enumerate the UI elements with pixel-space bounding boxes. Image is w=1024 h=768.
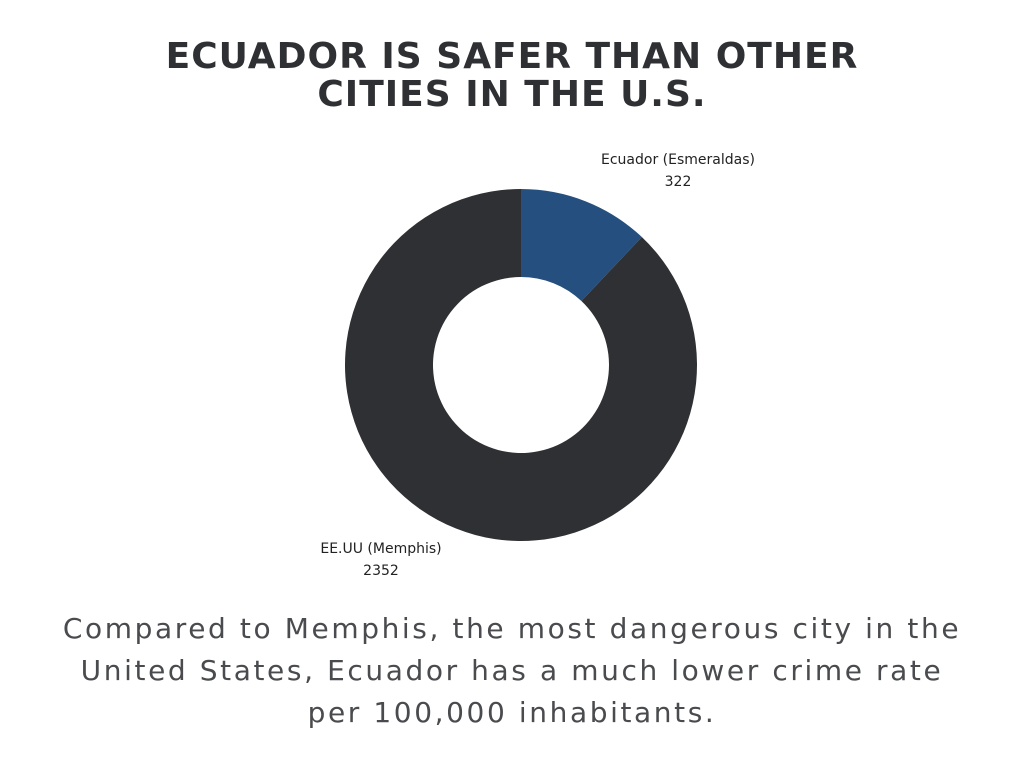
slice-value-ecuador-esmeraldas: 322 (665, 174, 692, 190)
slice-label-ecuador-esmeraldas: Ecuador (Esmeraldas) (601, 152, 755, 168)
chart-title-line-1: ECUADOR IS SAFER THAN OTHER (165, 36, 859, 77)
slice-label-ee-uu-memphis: EE.UU (Memphis) (320, 541, 441, 557)
slice-ee-uu-memphis (344, 189, 697, 541)
chart-title-line-2: CITIES IN THE U.S. (317, 74, 707, 115)
slice-ecuador-esmeraldas (521, 189, 642, 302)
slice-value-ee-uu-memphis: 2352 (363, 563, 399, 579)
chart-caption: Compared to Memphis, the most dangerous … (62, 612, 962, 729)
chart-title: ECUADOR IS SAFER THAN OTHER CITIES IN TH… (0, 38, 1024, 114)
